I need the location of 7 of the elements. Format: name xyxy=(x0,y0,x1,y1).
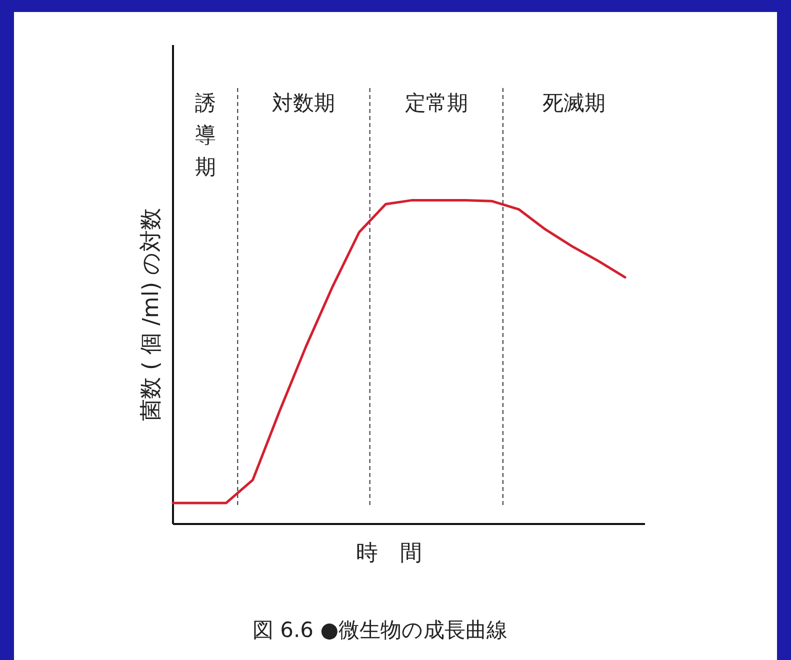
text: 定常期 xyxy=(404,91,468,115)
caption: 図 6.6 ●微生物の成長曲線 xyxy=(252,618,508,642)
text: 死滅期 xyxy=(542,91,606,115)
text: 対数期 xyxy=(272,91,336,115)
text: 誘導期 xyxy=(194,91,216,179)
y-axis-title: 菌数 ( 個 /ml) の対数 xyxy=(139,208,164,422)
x-axis-title: 時 間 xyxy=(356,541,422,566)
